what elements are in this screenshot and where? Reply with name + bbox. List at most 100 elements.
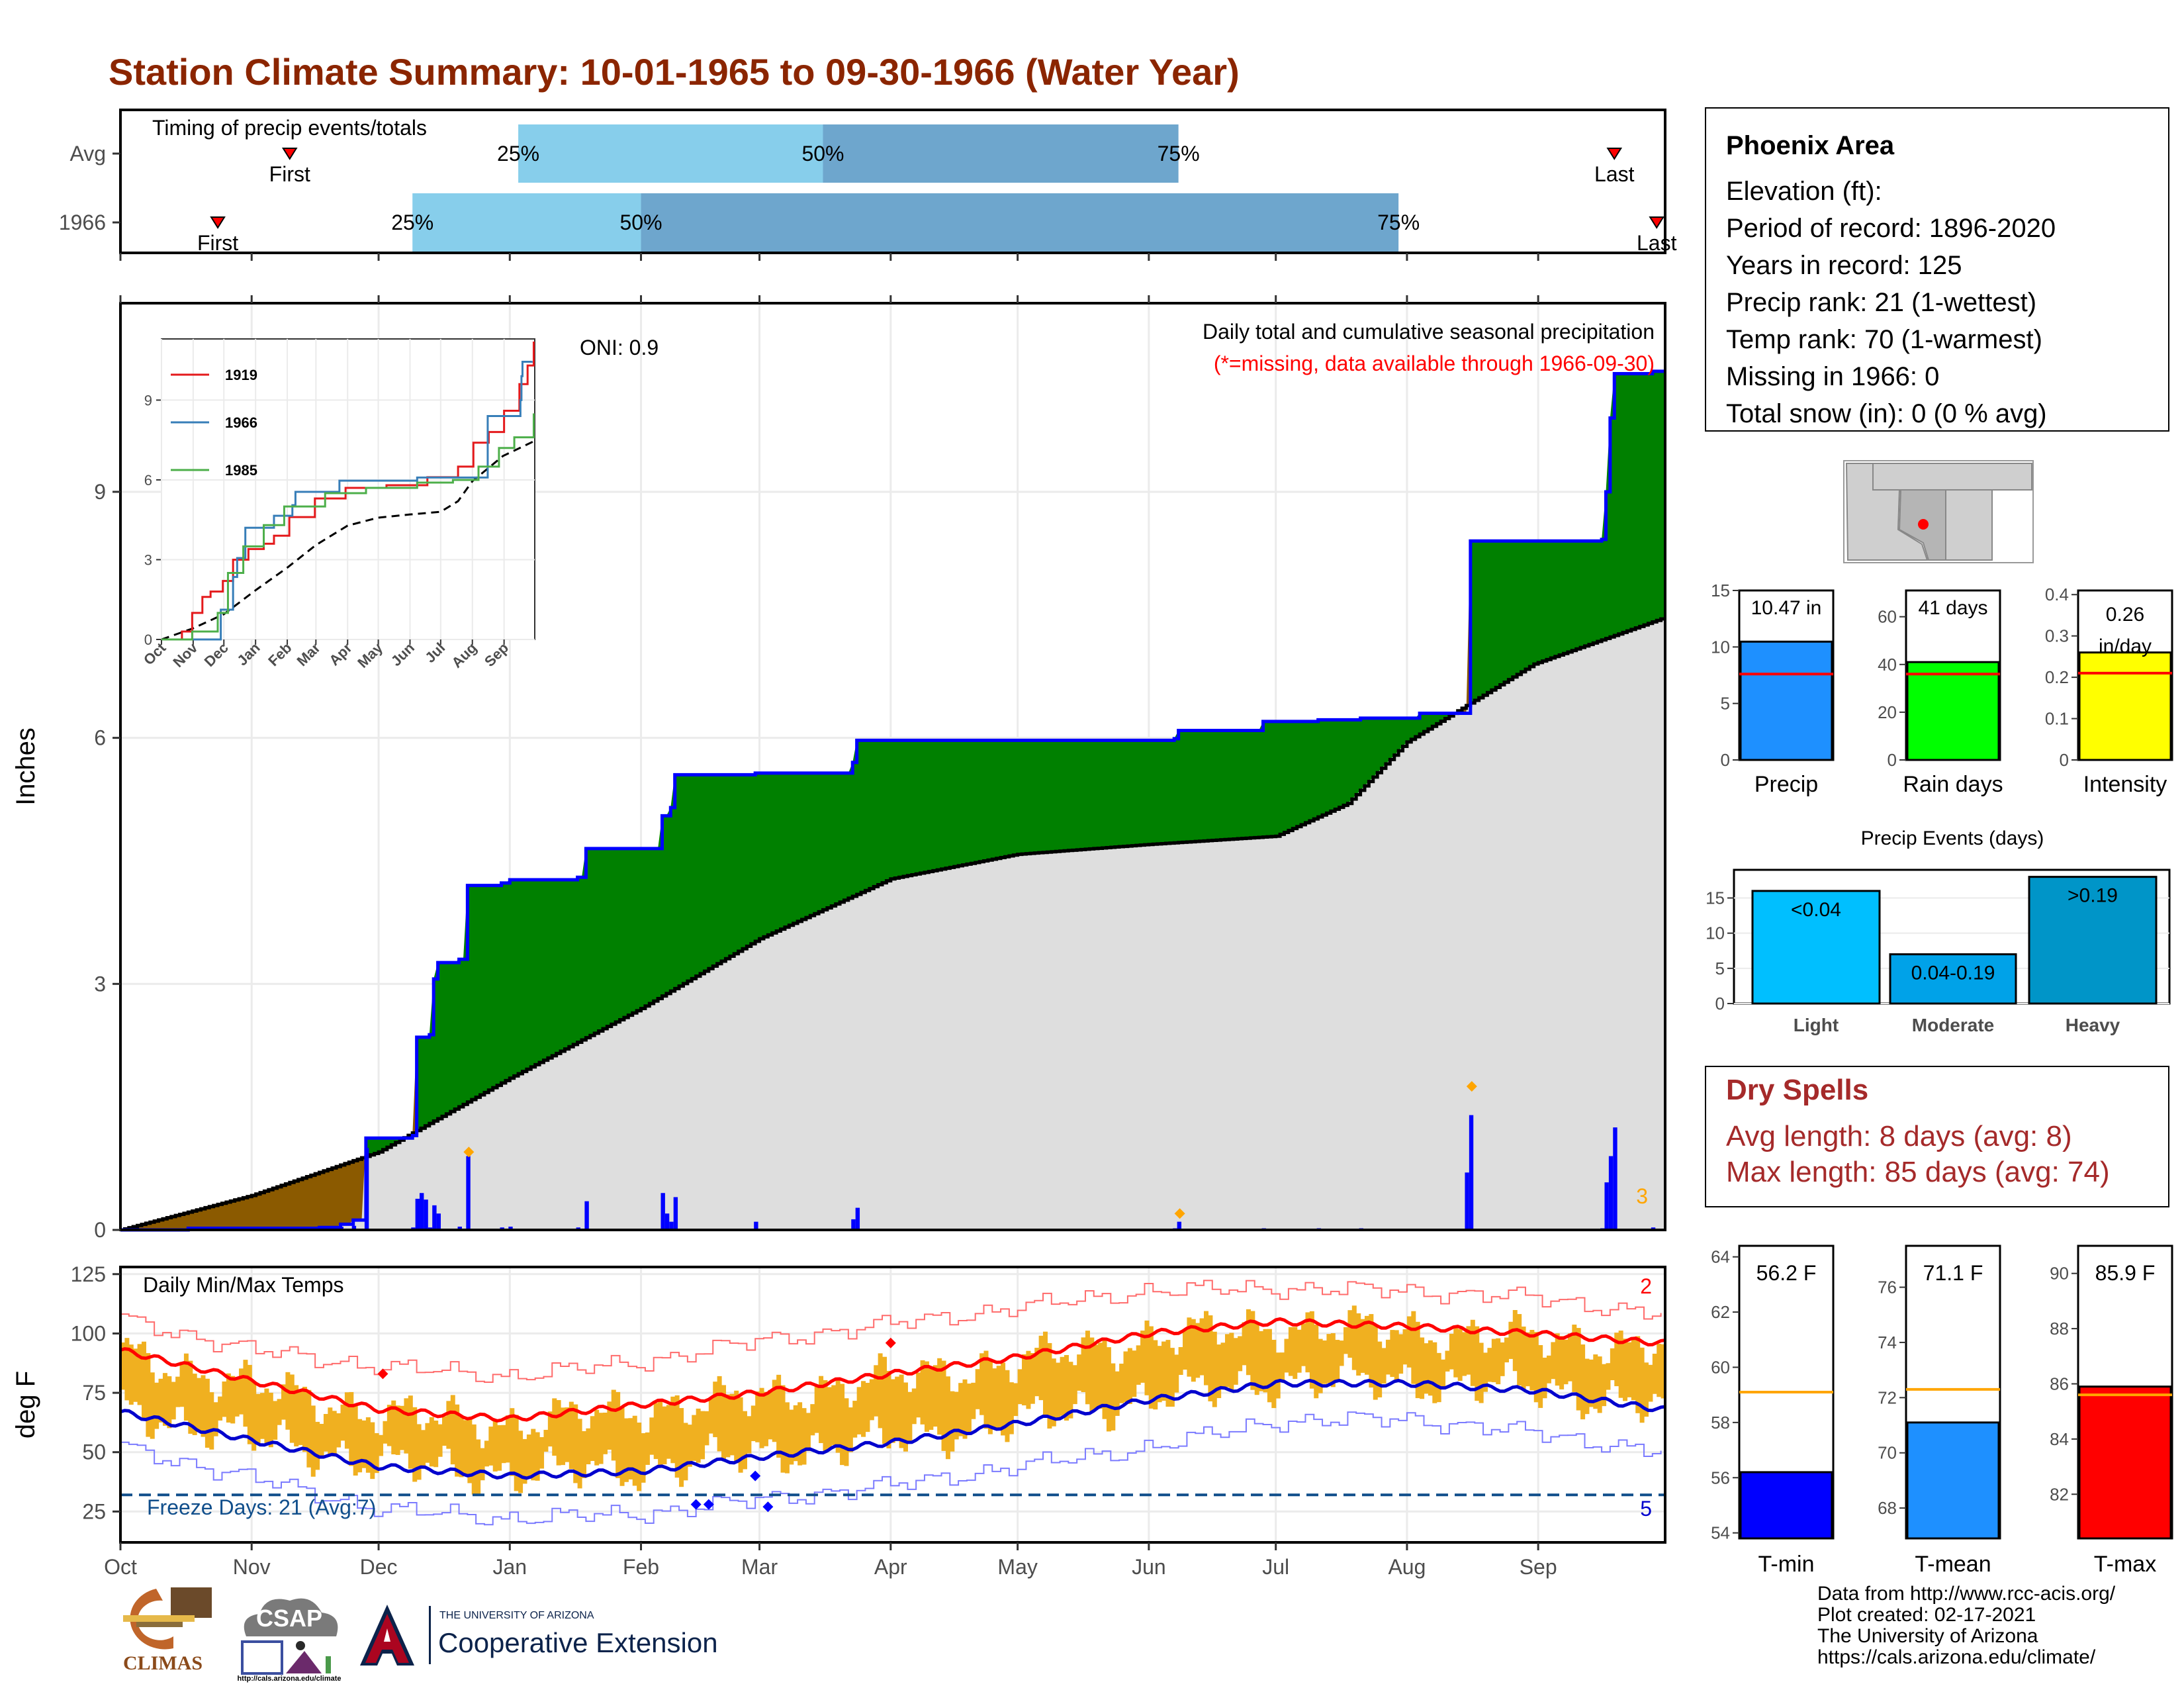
daily-temp-bar bbox=[1602, 1364, 1607, 1407]
daily-temp-bar bbox=[561, 1407, 566, 1466]
tmean-y-tick-label-T-min: 54 bbox=[1711, 1523, 1730, 1543]
daily-temp-bar bbox=[954, 1391, 959, 1440]
daily-temp-bar bbox=[361, 1420, 367, 1468]
dry-spells-box: Dry Spells Avg length: 8 days (avg: 8) M… bbox=[1705, 1066, 2169, 1207]
daily-temp-bar bbox=[1326, 1334, 1332, 1384]
daily-temp-bar bbox=[594, 1409, 600, 1466]
daily-temp-bar bbox=[158, 1378, 163, 1423]
daily-temp-bar bbox=[623, 1418, 629, 1482]
daily-temp-bar bbox=[146, 1353, 151, 1437]
daily-temp-bar bbox=[734, 1390, 739, 1464]
daily-temp-bar bbox=[459, 1417, 464, 1478]
timing-bar-25-50-Avg bbox=[518, 124, 823, 183]
station-location-marker bbox=[1918, 519, 1929, 530]
timing-pct-label-1966: 50% bbox=[620, 211, 662, 234]
daily-precip-bar bbox=[669, 1221, 674, 1230]
temp-x-tick-label-Apr: Apr bbox=[874, 1555, 907, 1579]
daily-temp-bar bbox=[1457, 1329, 1463, 1382]
daily-temp-bar bbox=[137, 1344, 142, 1405]
daily-temp-bar bbox=[1360, 1319, 1365, 1373]
climas-logo: CLIMAS bbox=[110, 1582, 216, 1681]
climas-logo-text: CLIMAS bbox=[122, 1652, 203, 1674]
daily-temp-bar bbox=[1001, 1362, 1006, 1436]
daily-temp-bar bbox=[1169, 1348, 1175, 1407]
daily-temp-bar bbox=[281, 1384, 286, 1420]
daily-temp-bar bbox=[805, 1413, 811, 1452]
daily-temp-bar bbox=[1411, 1311, 1416, 1384]
daily-temp-bar bbox=[400, 1405, 405, 1450]
daily-temp-bar bbox=[1390, 1330, 1395, 1378]
daily-temp-bar bbox=[370, 1422, 375, 1479]
tmean-category-label-T-max: T-max bbox=[2094, 1552, 2156, 1577]
station-snow: Total snow (in): 0 (0 % avg) bbox=[1726, 399, 2047, 428]
tmean-value-label-T-min: 56.2 F bbox=[1756, 1261, 1817, 1285]
daily-temp-bar bbox=[751, 1405, 756, 1442]
daily-temp-bar bbox=[607, 1401, 612, 1450]
cumulative-1966-line bbox=[120, 369, 1665, 1232]
daily-temp-bar bbox=[670, 1396, 676, 1464]
daily-temp-bar bbox=[1212, 1331, 1217, 1407]
daily-temp-bar bbox=[1077, 1354, 1082, 1391]
total-category-label-0: Precip bbox=[1754, 772, 1818, 797]
daily-temp-bar bbox=[1284, 1338, 1289, 1373]
daily-temp-bar bbox=[1436, 1352, 1441, 1403]
daily-precip-bar bbox=[1469, 1115, 1474, 1230]
daily-temp-bar bbox=[1093, 1344, 1099, 1409]
station-years: Years in record: 125 bbox=[1726, 251, 1962, 280]
daily-temp-bar bbox=[395, 1405, 400, 1455]
daily-temp-bar bbox=[987, 1360, 993, 1434]
temp-x-tick-label-Jul: Jul bbox=[1262, 1555, 1289, 1579]
timing-first-marker-1966 bbox=[210, 216, 226, 229]
daily-temp-bar bbox=[1263, 1329, 1268, 1393]
daily-temp-bar bbox=[1199, 1318, 1205, 1376]
daily-temp-bar bbox=[429, 1417, 434, 1467]
daily-precip-bar bbox=[1613, 1127, 1617, 1230]
daily-temp-bar bbox=[1060, 1356, 1065, 1416]
daily-temp-bar bbox=[1580, 1344, 1586, 1420]
precip-events-value-label-Heavy: >0.19 bbox=[2068, 885, 2118, 907]
daily-temp-bar bbox=[1377, 1341, 1383, 1397]
avg-cumulative-line bbox=[120, 617, 1665, 1232]
total-y-tick-label-0: 5 bbox=[1721, 694, 1730, 714]
csap-logo: CSAP http://cals.arizona.edu/climate bbox=[233, 1590, 345, 1687]
total-y-tick-label-0: 15 bbox=[1711, 581, 1730, 600]
tmean-y-tick-label-T-min: 64 bbox=[1711, 1247, 1730, 1267]
daily-temp-bar bbox=[983, 1350, 989, 1429]
station-precip-rank: Precip rank: 21 (1-wettest) bbox=[1726, 288, 2037, 317]
daily-temp-bar bbox=[789, 1409, 794, 1465]
daily-temp-bar bbox=[514, 1415, 519, 1491]
daily-temp-bar bbox=[1259, 1331, 1264, 1391]
daily-precip-bar bbox=[851, 1219, 856, 1230]
timing-pct-label-1966: 25% bbox=[391, 211, 433, 234]
daily-temp-bar bbox=[234, 1377, 240, 1417]
daily-precip-bar bbox=[1465, 1172, 1469, 1230]
precip-y-tick-label-6: 6 bbox=[94, 726, 106, 750]
daily-temp-bar bbox=[1606, 1363, 1611, 1390]
daily-temp-bar bbox=[975, 1369, 980, 1409]
daily-temp-bar bbox=[1229, 1333, 1234, 1391]
daily-temp-bar bbox=[1161, 1341, 1167, 1401]
daily-temp-bar bbox=[704, 1411, 709, 1446]
university-of-arizona-logo: THE UNIVERSITY OF ARIZONA Cooperative Ex… bbox=[357, 1602, 748, 1675]
record-low-count: 5 bbox=[1640, 1497, 1652, 1521]
daily-temp-bar bbox=[273, 1401, 278, 1440]
daily-temp-bar bbox=[1635, 1336, 1641, 1413]
daily-temp-bar bbox=[941, 1360, 946, 1451]
daily-temp-bar bbox=[1106, 1347, 1111, 1432]
events-y-tick-label-0: 0 bbox=[1715, 994, 1725, 1013]
daily-temp-bar bbox=[687, 1425, 692, 1467]
daily-temp-bar bbox=[1153, 1340, 1158, 1410]
dry-spells-title: Dry Spells bbox=[1726, 1074, 1869, 1106]
inset-y-tick-label-0: 0 bbox=[144, 632, 152, 648]
temp-y-tick-label-125: 125 bbox=[71, 1262, 106, 1286]
daily-temp-bar bbox=[1491, 1338, 1496, 1383]
daily-temp-bar bbox=[886, 1370, 891, 1448]
daily-temp-bar bbox=[573, 1404, 578, 1483]
daily-temp-bar bbox=[1343, 1327, 1349, 1354]
daily-temp-bar bbox=[1555, 1333, 1560, 1386]
freeze-days-label: Freeze Days: 21 (Avg:7) bbox=[147, 1495, 376, 1519]
record-low-marker bbox=[762, 1501, 774, 1513]
daily-temp-bar bbox=[1183, 1329, 1188, 1370]
daily-temp-bar bbox=[1652, 1353, 1657, 1394]
daily-temp-bar bbox=[197, 1378, 202, 1432]
